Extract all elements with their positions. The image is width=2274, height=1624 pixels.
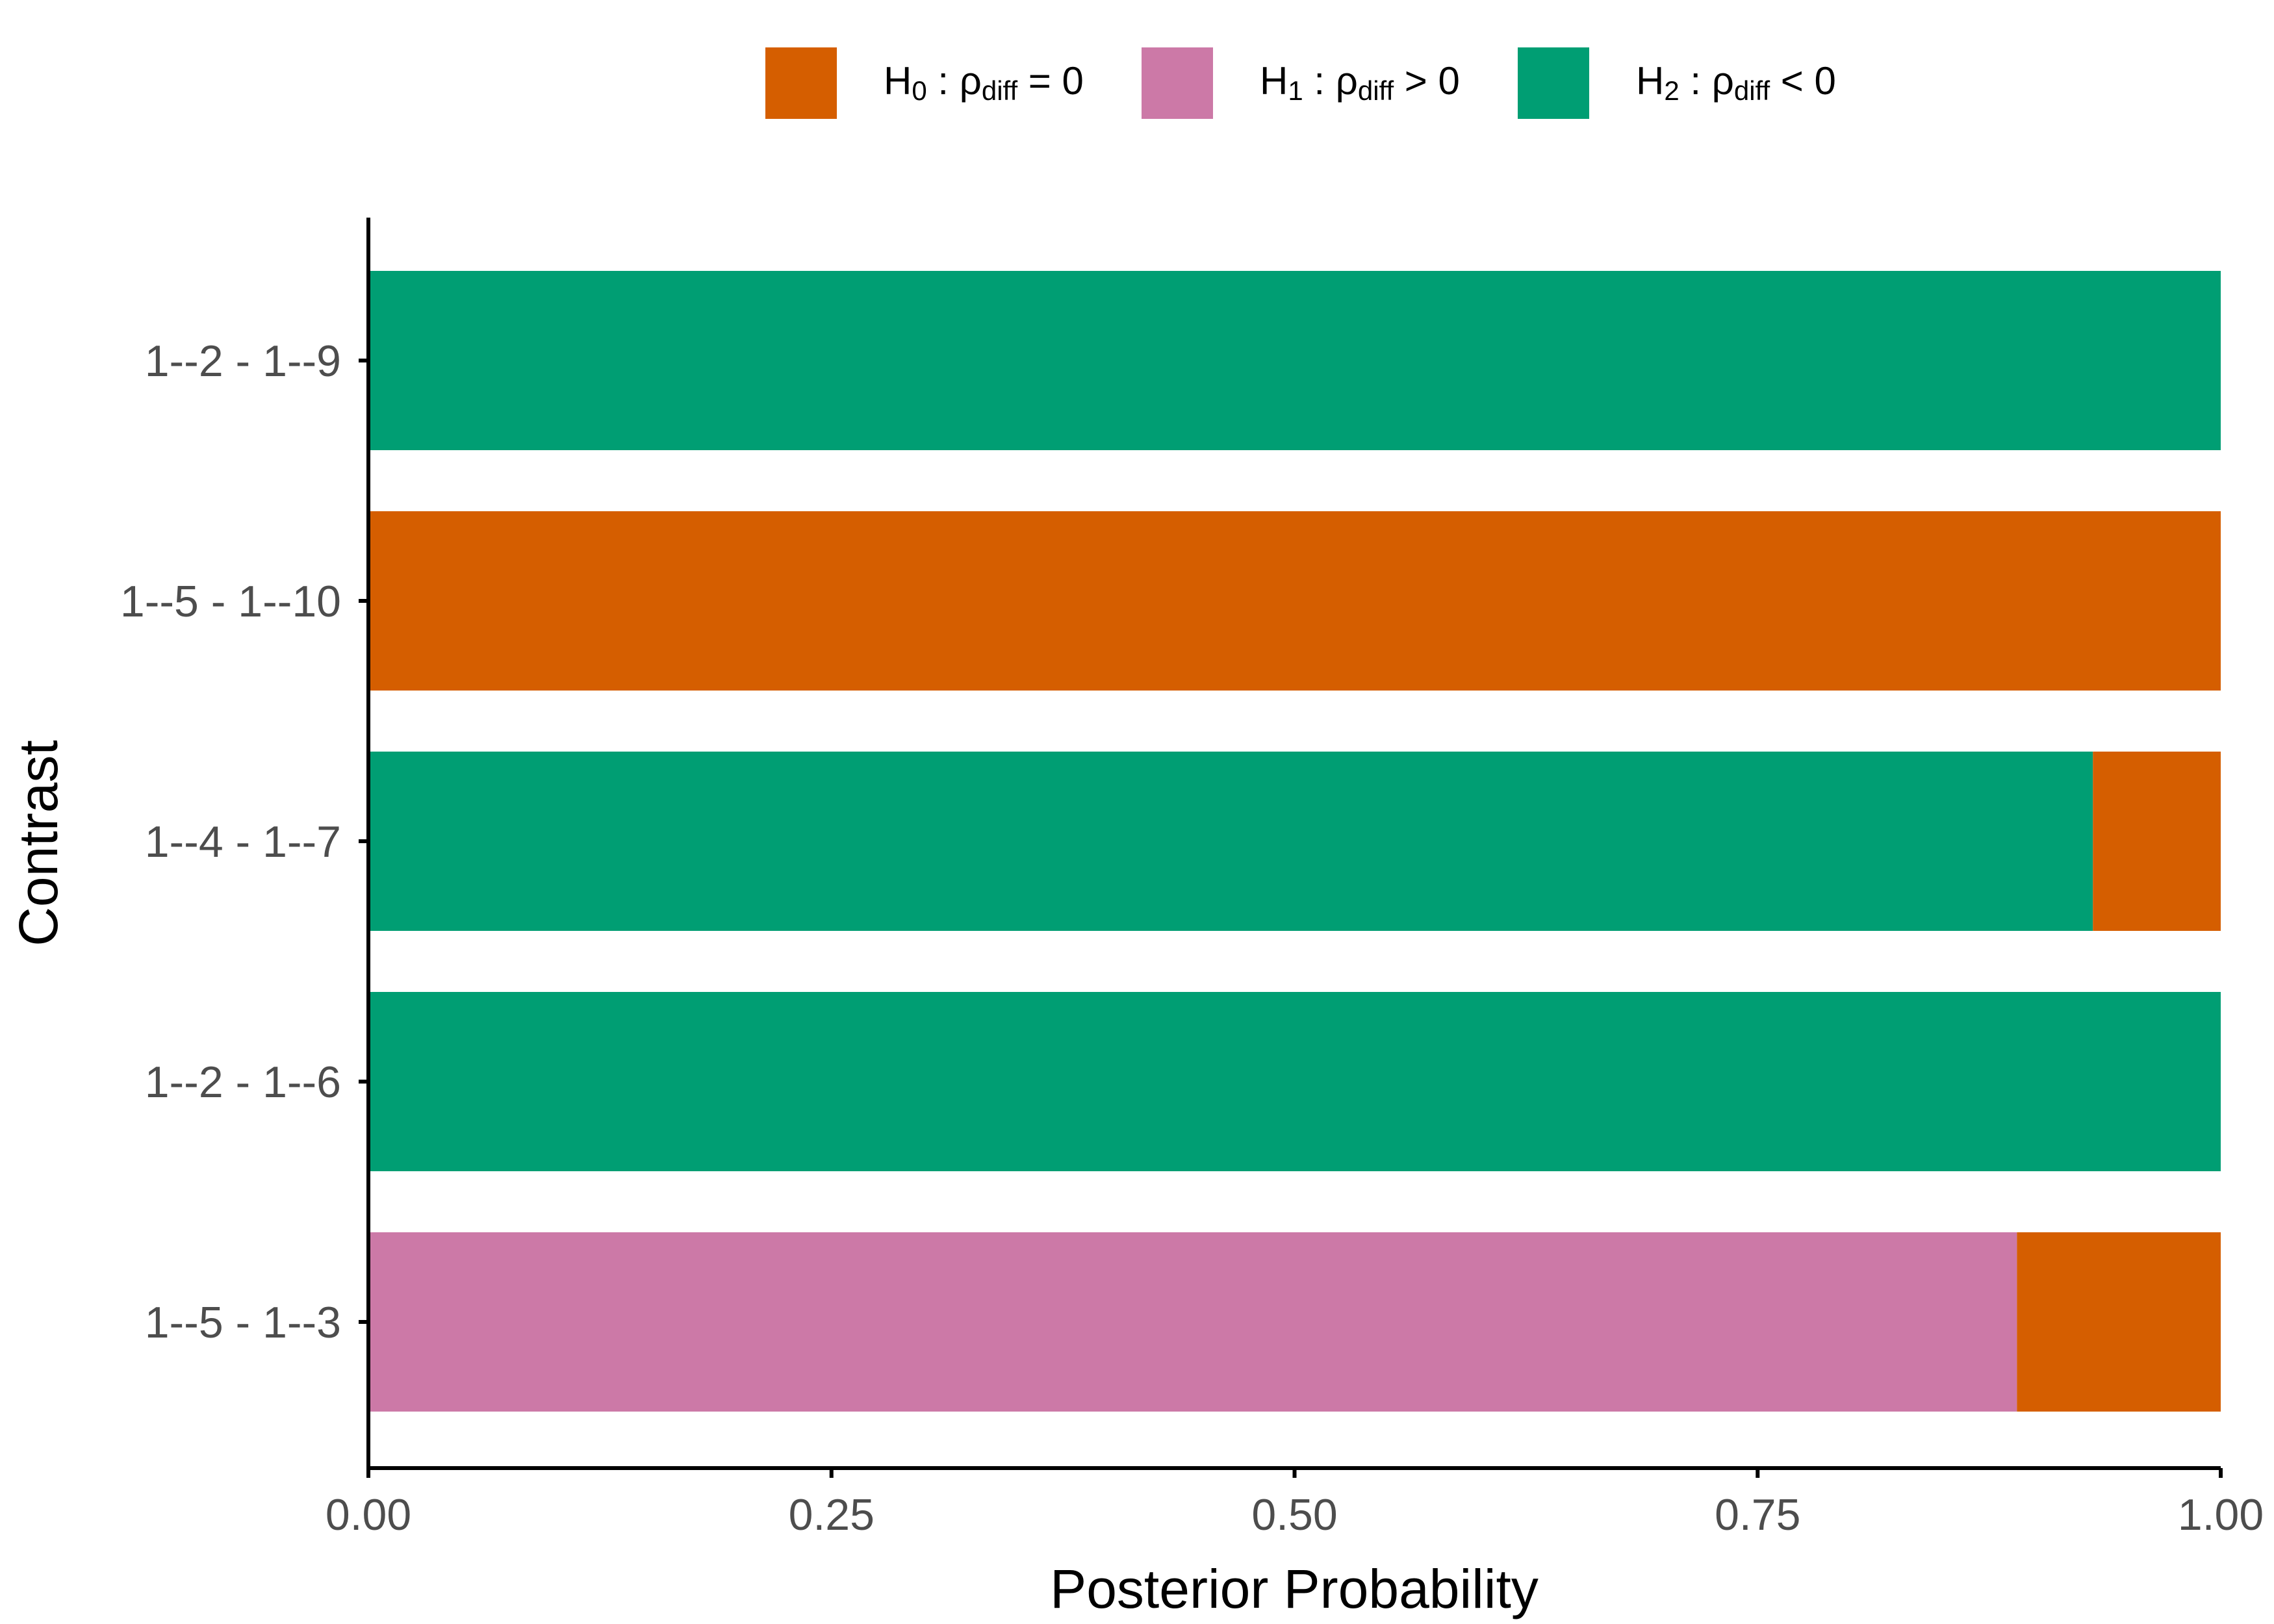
x-tick-label: 0.50 [1251,1490,1337,1540]
y-tick-label: 1--4 - 1--7 [145,817,341,867]
legend-label-h0: H0 : ρdiff = 0 [884,59,1084,106]
legend-key-h0 [765,47,837,119]
legend-key-h1 [1142,47,1213,119]
bar-segment-h0-row-2 [368,511,2221,691]
bars [368,271,2221,1412]
bar-segment-h0-row-3 [2093,752,2221,931]
y-tick-label: 1--2 - 1--9 [145,336,341,386]
y-tick-label: 1--5 - 1--3 [145,1298,341,1347]
bar-segment-h2-row-4 [368,992,2221,1171]
x-axis-title: Posterior Probability [1050,1558,1539,1619]
x-ticks: 0.00 0.25 0.50 0.75 1.00 [326,1468,2264,1540]
legend-label-h1: H1 : ρdiff > 0 [1260,59,1460,106]
legend: H0 : ρdiff = 0 H1 : ρdiff > 0 H2 : ρdiff <… [765,47,1836,119]
y-tick-label: 1--2 - 1--6 [145,1058,341,1107]
y-tick-label: 1--5 - 1--10 [120,577,341,626]
x-tick-label: 0.00 [326,1490,411,1540]
bar-segment-h1-row-5 [368,1232,2017,1412]
legend-key-h2 [1518,47,1589,119]
bar-segment-h0-row-5 [2017,1232,2221,1412]
y-ticks: 1--2 - 1--9 1--5 - 1--10 1--4 - 1--7 1--2 -… [120,336,368,1347]
bar-segment-h2-row-1 [368,271,2221,450]
bar-segment-h2-row-3 [368,752,2093,931]
x-tick-label: 0.25 [789,1490,875,1540]
x-tick-label: 0.75 [1715,1490,1800,1540]
x-tick-label: 1.00 [2178,1490,2264,1540]
y-axis-title: Contrast [8,740,69,946]
legend-label-h2: H2 : ρdiff < 0 [1636,59,1836,106]
